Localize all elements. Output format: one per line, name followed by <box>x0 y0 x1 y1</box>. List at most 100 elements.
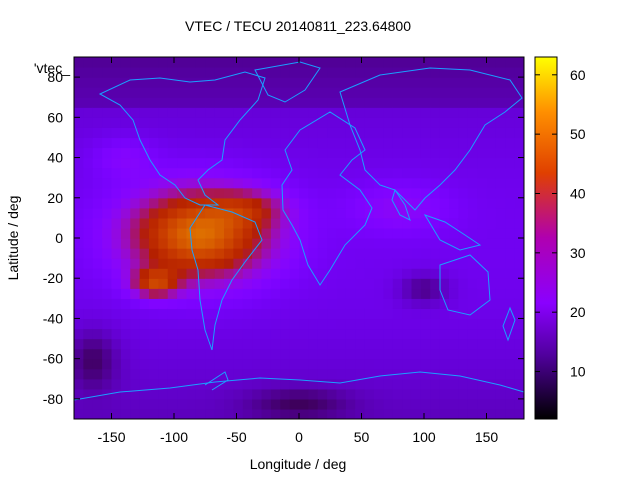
heatmap-cell <box>355 67 366 78</box>
heatmap-cell <box>102 258 113 269</box>
heatmap-cell <box>383 107 394 118</box>
heatmap-cell <box>120 348 131 360</box>
heatmap-cell <box>195 127 206 139</box>
heatmap-cell <box>270 398 281 410</box>
heatmap-cell <box>430 368 441 380</box>
heatmap-cell <box>327 258 338 269</box>
heatmap-cell <box>186 268 197 279</box>
heatmap-cell <box>233 167 244 179</box>
heatmap-cell <box>299 318 309 330</box>
heatmap-cell <box>224 268 234 279</box>
heatmap-cell <box>411 408 422 419</box>
heatmap-cell <box>167 268 178 279</box>
heatmap-cell <box>74 408 84 419</box>
heatmap-cell <box>374 77 384 88</box>
heatmap-cell <box>270 157 281 169</box>
heatmap-cell <box>205 97 216 108</box>
heatmap-cell <box>345 288 356 299</box>
heatmap-cell <box>224 57 234 68</box>
heatmap-cell <box>458 318 469 330</box>
heatmap-cell <box>374 268 384 279</box>
heatmap-cell <box>505 67 516 78</box>
heatmap-cell <box>383 177 394 189</box>
heatmap-cell <box>205 238 216 249</box>
heatmap-cell <box>289 227 300 239</box>
heatmap-cell <box>430 348 441 360</box>
heatmap-cell <box>364 187 375 199</box>
heatmap-cell <box>449 348 459 360</box>
heatmap-cell <box>242 177 253 189</box>
heatmap-cell <box>317 278 328 289</box>
heatmap-cell <box>420 378 431 390</box>
heatmap-cell <box>374 137 384 149</box>
heatmap-cell <box>383 378 394 390</box>
heatmap-cell <box>374 57 384 68</box>
heatmap-cell <box>111 147 122 159</box>
heatmap-cell <box>336 408 347 419</box>
heatmap-cell <box>402 97 413 108</box>
heatmap-cell <box>149 248 159 259</box>
heatmap-cell <box>327 177 338 189</box>
heatmap-cell <box>374 258 384 269</box>
heatmap-cell <box>186 167 197 179</box>
heatmap-cell <box>355 318 366 330</box>
heatmap-cell <box>383 308 394 320</box>
heatmap-cell <box>514 67 524 78</box>
heatmap-cell <box>458 87 469 98</box>
heatmap-cell <box>130 177 141 189</box>
heatmap-cell <box>92 388 103 400</box>
heatmap-cell <box>449 358 459 370</box>
heatmap-cell <box>299 368 309 380</box>
heatmap-cell <box>186 57 197 68</box>
heatmap-cell <box>261 408 272 419</box>
heatmap-cell <box>186 388 197 400</box>
heatmap-cell <box>83 328 94 340</box>
heatmap-cell <box>92 278 103 289</box>
heatmap-cell <box>467 268 478 279</box>
heatmap-cell <box>505 248 516 259</box>
heatmap-cell <box>317 107 328 118</box>
heatmap-cell <box>355 328 366 340</box>
heatmap-cell <box>83 348 94 360</box>
heatmap-cell <box>355 408 366 419</box>
heatmap-cell <box>270 77 281 88</box>
heatmap-cell <box>467 117 478 128</box>
heatmap-cell <box>430 378 441 390</box>
heatmap-cell <box>280 137 291 149</box>
heatmap-cell <box>252 147 263 159</box>
heatmap-cell <box>289 207 300 219</box>
heatmap-cell <box>214 378 225 390</box>
heatmap-cell <box>102 67 113 78</box>
heatmap-cell <box>102 227 113 239</box>
heatmap-cell <box>514 378 524 390</box>
heatmap-cells <box>74 57 524 419</box>
heatmap-cell <box>449 268 459 279</box>
heatmap-cell <box>195 268 206 279</box>
heatmap-cell <box>308 258 319 269</box>
heatmap-cell <box>195 217 206 229</box>
heatmap-cell <box>149 308 159 320</box>
heatmap-cell <box>383 137 394 149</box>
heatmap-cell <box>374 318 384 330</box>
heatmap-cell <box>317 67 328 78</box>
heatmap-cell <box>111 278 122 289</box>
heatmap-cell <box>449 207 459 219</box>
heatmap-cell <box>355 238 366 249</box>
heatmap-cell <box>411 238 422 249</box>
heatmap-cell <box>355 207 366 219</box>
heatmap-cell <box>430 248 441 259</box>
heatmap-cell <box>411 137 422 149</box>
heatmap-cell <box>261 127 272 139</box>
heatmap-cell <box>486 408 497 419</box>
heatmap-cell <box>486 378 497 390</box>
heatmap-cell <box>74 87 84 98</box>
heatmap-cell <box>214 288 225 299</box>
y-tick-label: 40 <box>47 150 63 166</box>
heatmap-cell <box>177 207 188 219</box>
heatmap-cell <box>233 348 244 360</box>
heatmap-cell <box>514 177 524 189</box>
heatmap-cell <box>392 77 403 88</box>
heatmap-cell <box>514 87 524 98</box>
heatmap-cell <box>317 137 328 149</box>
heatmap-cell <box>92 238 103 249</box>
